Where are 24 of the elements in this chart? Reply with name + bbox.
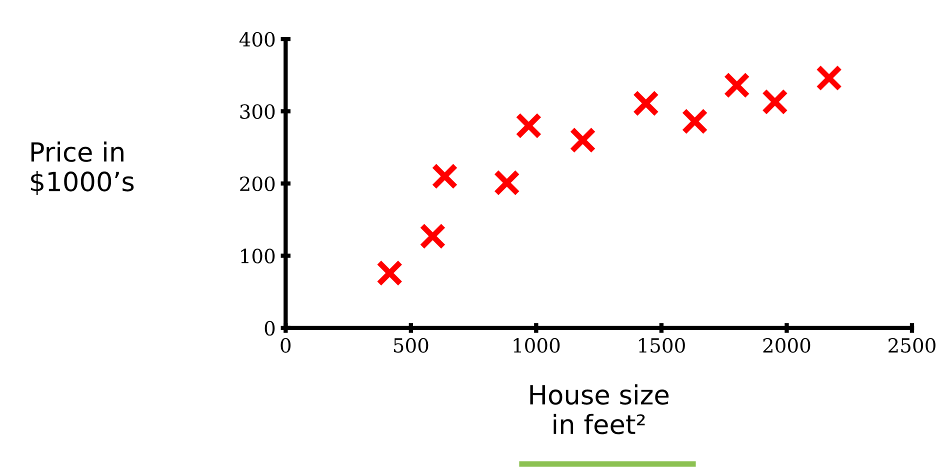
- x-tick-label: 500: [394, 338, 428, 353]
- y-tick-label: 100: [241, 248, 275, 264]
- point: [724, 72, 750, 98]
- y-axis-title: Price in $1000’s: [31, 142, 134, 195]
- point: [682, 108, 708, 135]
- x-tick-label: 2000: [763, 338, 810, 353]
- point: [570, 126, 596, 154]
- point: [816, 64, 842, 92]
- point: [632, 90, 660, 117]
- point: [432, 163, 458, 190]
- y-tick-label: 0: [264, 320, 275, 336]
- x-tick-label: 1500: [639, 338, 685, 353]
- point: [762, 88, 788, 116]
- x-tick-label: 2500: [888, 338, 936, 353]
- y-tick-label: 300: [240, 104, 275, 119]
- point: [420, 223, 446, 250]
- x-tick-label: 0: [280, 338, 291, 353]
- y-tick-label: 400: [239, 32, 275, 47]
- y-tick-label: 200: [240, 176, 275, 192]
- x-tick-label: 1000: [514, 338, 560, 353]
- point: [376, 260, 403, 286]
- point: [494, 170, 520, 196]
- point: [515, 112, 542, 139]
- x-axis-title: House size in feet²: [530, 384, 669, 434]
